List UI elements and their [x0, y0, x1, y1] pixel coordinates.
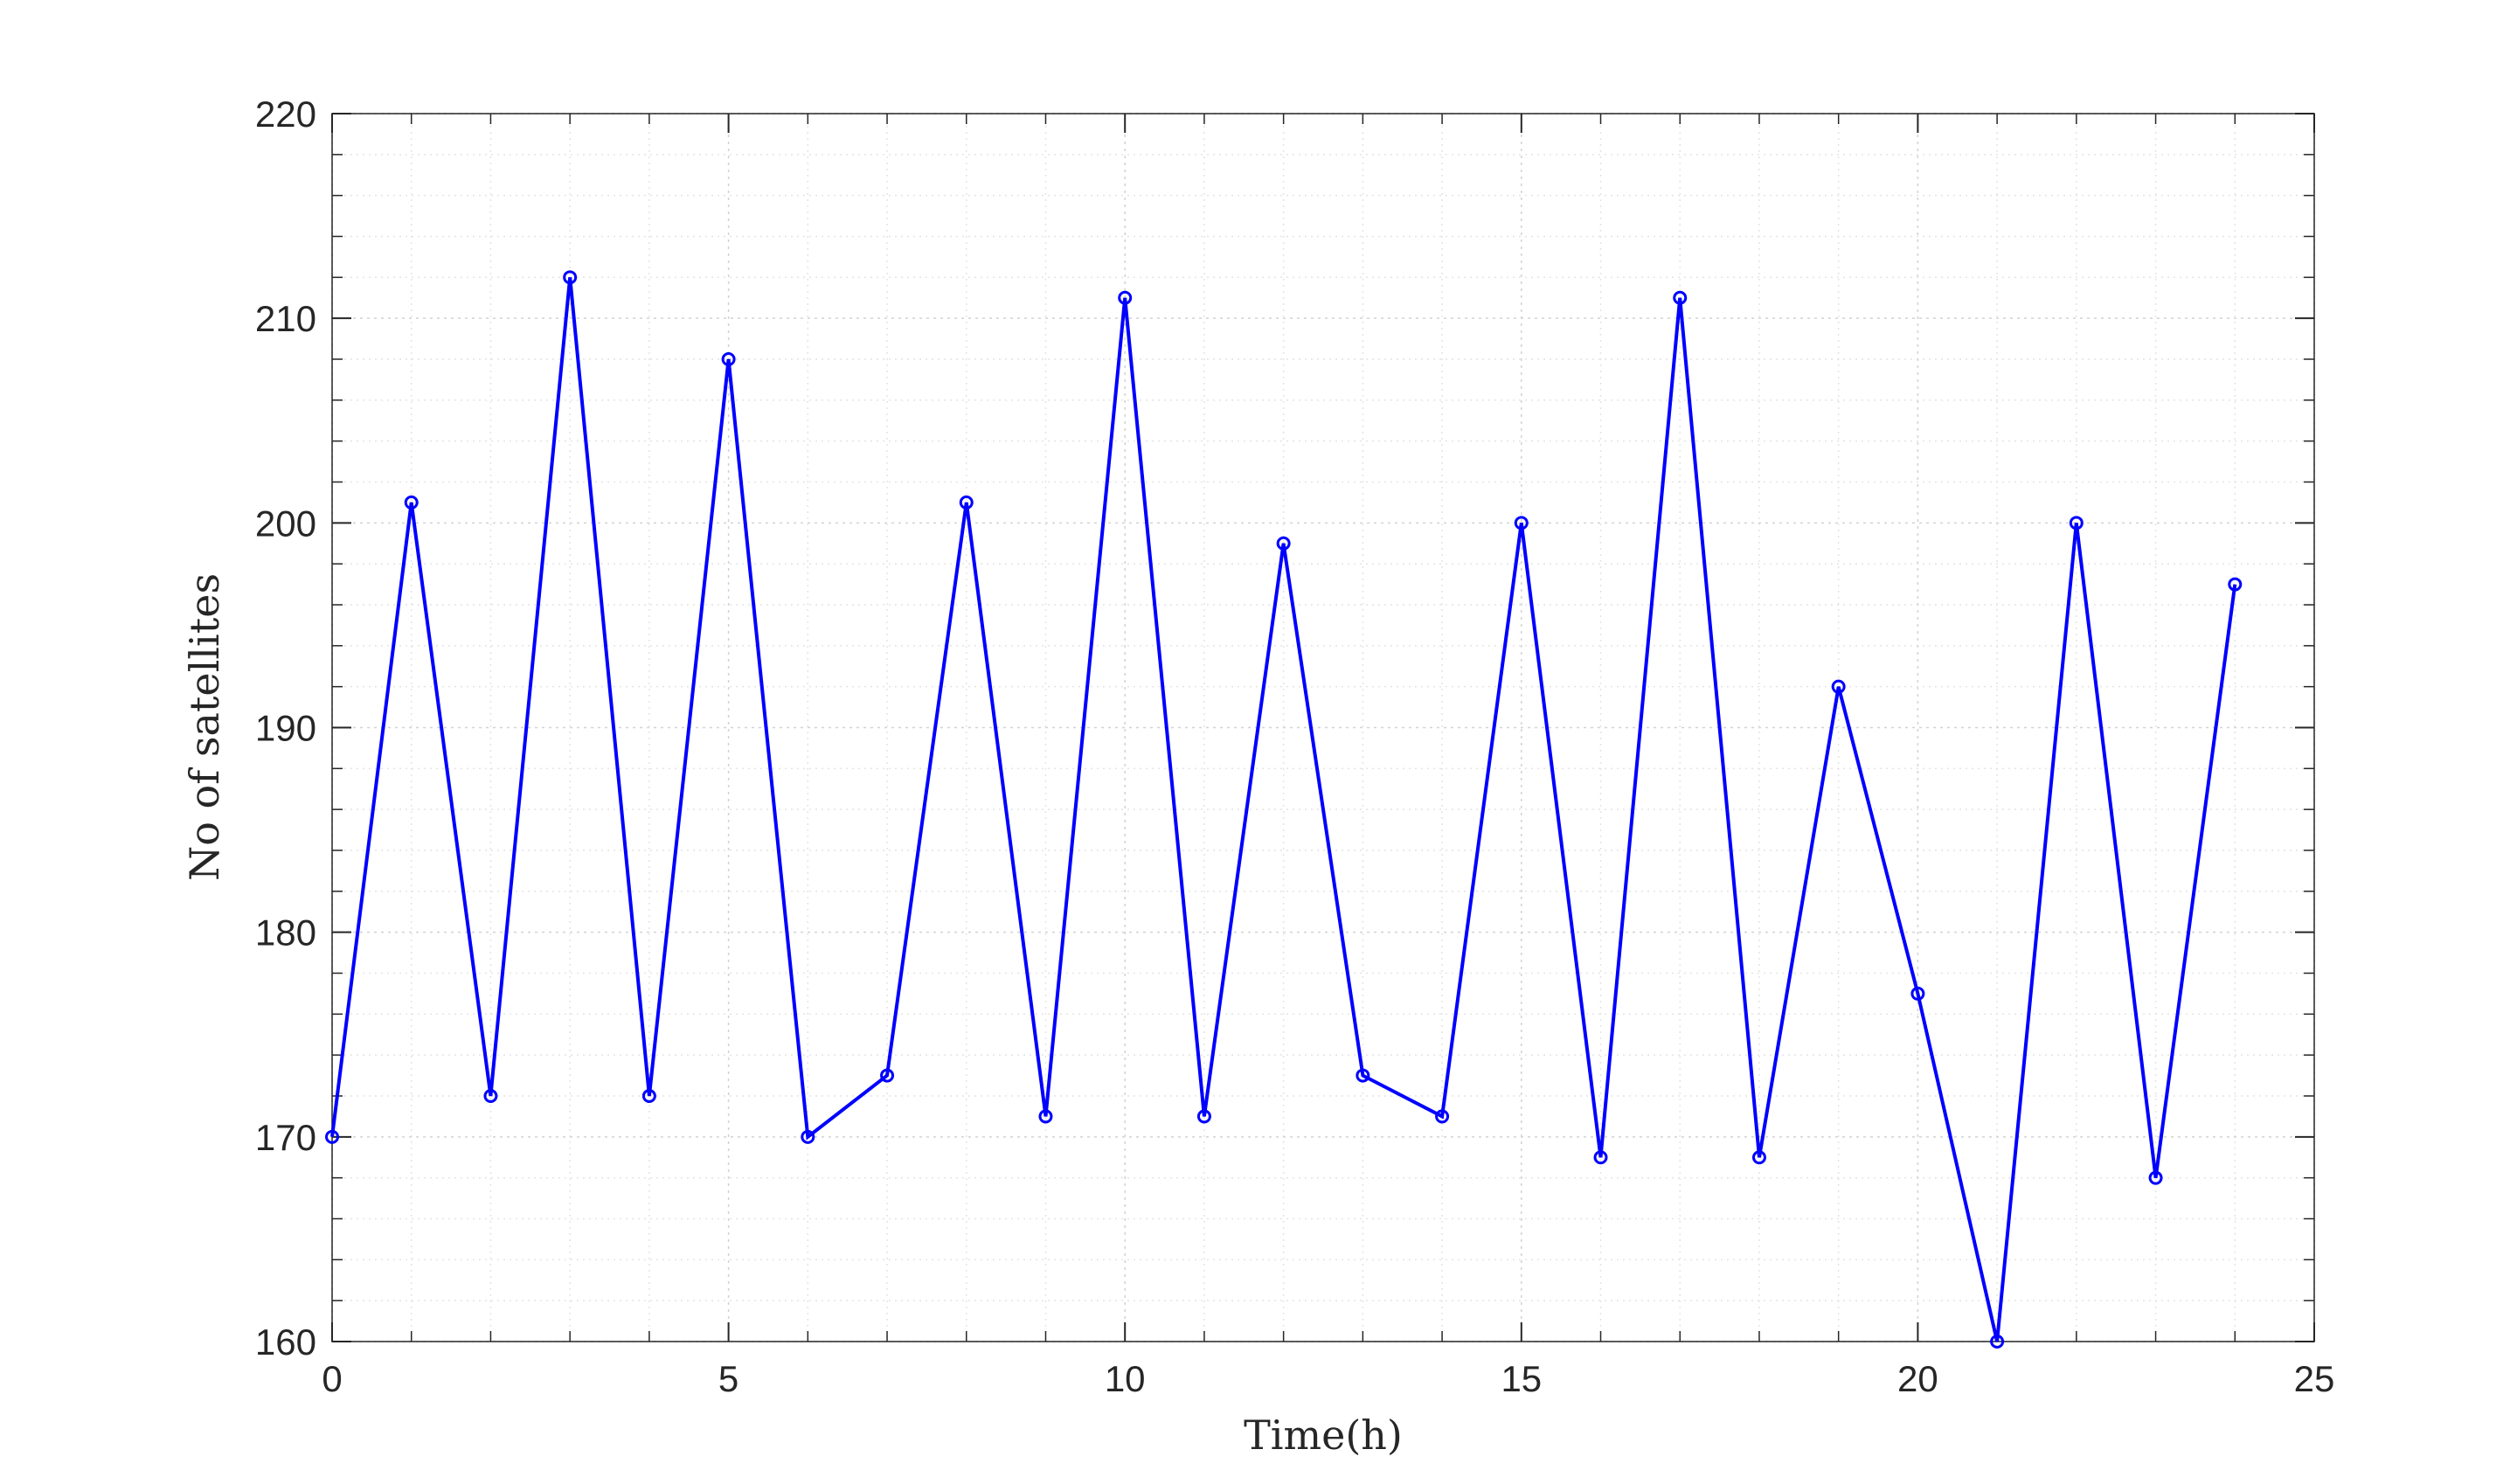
data-point: [641, 1089, 656, 1103]
data-point: [2069, 516, 2084, 530]
y-tick-label: 200: [255, 503, 316, 544]
y-axis-label: No of satellites: [181, 573, 228, 881]
y-tick-label: 220: [255, 94, 316, 135]
series-line: [330, 277, 2237, 1342]
data-point: [325, 1129, 339, 1144]
y-tick-label: 160: [255, 1321, 316, 1363]
data-point: [1038, 1109, 1053, 1124]
data-point: [1673, 290, 1688, 305]
data-point: [563, 270, 578, 285]
data-point: [2148, 1170, 2163, 1185]
data-point: [1910, 986, 1925, 1001]
data-point: [483, 1089, 498, 1103]
y-tick-label: 170: [255, 1117, 316, 1158]
y-tick-label: 210: [255, 298, 316, 339]
data-point: [1435, 1109, 1450, 1124]
x-axis-label: Time(h): [1244, 1411, 1403, 1459]
x-tick-label: 0: [322, 1358, 342, 1399]
data-point: [1196, 1109, 1211, 1124]
data-point: [959, 495, 974, 510]
plot-area: [332, 114, 2314, 1342]
data-point: [1990, 1335, 2005, 1349]
x-tick-label: 15: [1501, 1358, 1542, 1399]
data-point: [1831, 679, 1846, 694]
data-point: [1514, 516, 1529, 530]
y-tick-label: 190: [255, 708, 316, 749]
data-point: [404, 495, 419, 510]
y-tick-label: 180: [255, 912, 316, 954]
data-point: [880, 1068, 895, 1083]
data-point: [1118, 290, 1133, 305]
data-point: [721, 352, 736, 366]
x-tick-label: 20: [1897, 1358, 1938, 1399]
x-axis-tick-labels: 0 5 10 15 20 25: [322, 1358, 2334, 1399]
data-point: [1356, 1068, 1370, 1083]
data-point: [1751, 1150, 1766, 1165]
data-point: [801, 1129, 815, 1144]
x-tick-label: 25: [2294, 1358, 2335, 1399]
data-point: [1276, 536, 1291, 551]
data-point: [2228, 577, 2243, 592]
axis-ticks: [331, 113, 2315, 1342]
x-tick-label: 10: [1105, 1358, 1146, 1399]
series-satellites: [325, 270, 2243, 1349]
x-tick-label: 5: [718, 1358, 738, 1399]
y-axis-tick-labels: 160 170 180 190 200 210 220: [255, 94, 316, 1363]
data-point: [1593, 1150, 1608, 1165]
